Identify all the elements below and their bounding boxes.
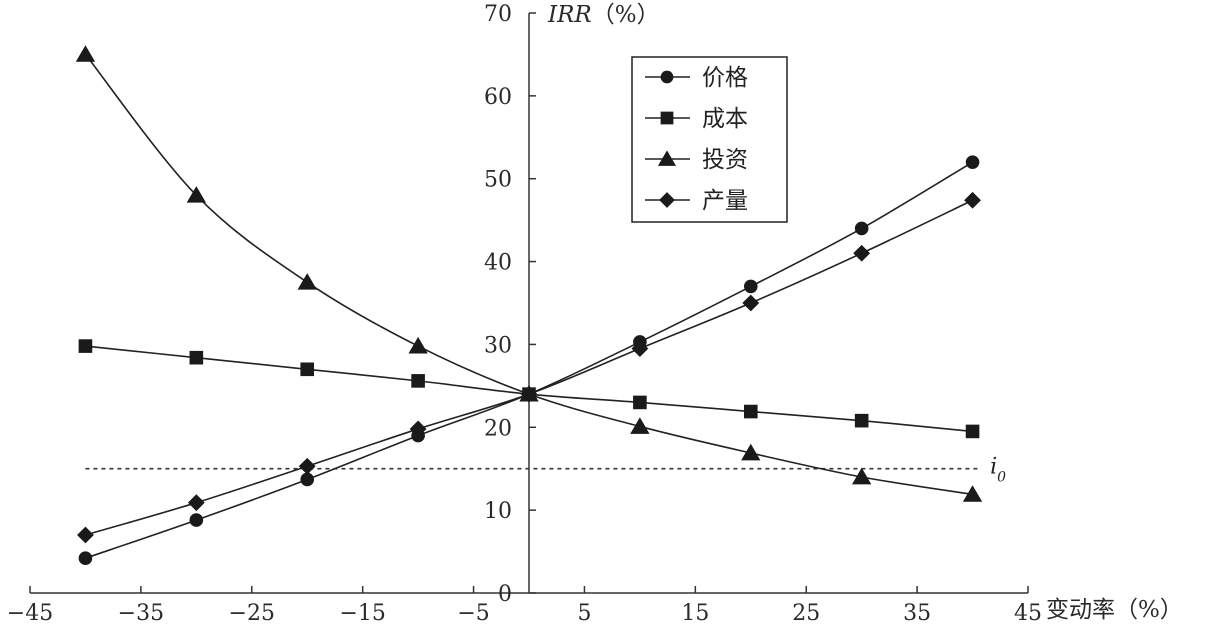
circle-marker [854,221,869,236]
circle-marker [300,472,315,487]
series-line [84,53,973,496]
diamond-marker [520,385,538,403]
y-tick-label: 30 [484,333,512,358]
y-tick-label: 10 [484,499,512,524]
triangle-marker [630,417,650,434]
legend-item: 成本 [645,106,748,132]
circle-marker [189,513,204,527]
circle-marker [78,551,93,565]
triangle-marker [408,336,428,354]
legend-label: 价格 [702,65,748,91]
triangle-marker [962,485,983,502]
y-tick-label: 70 [484,2,512,27]
diamond-marker [659,192,675,208]
y-axis-title: IRR（%） [547,2,660,28]
circle-marker [965,155,980,169]
x-axis-title: 变动率（%） [1046,597,1183,623]
x-tick-label: −35 [118,601,164,626]
square-marker [633,395,647,410]
diamond-marker [77,526,94,544]
y-tick-label: 20 [484,416,512,441]
square-marker [660,111,674,125]
x-tick-label: −25 [229,601,275,626]
reference-line-label: i0 [990,455,1006,486]
square-marker [743,404,758,419]
series-diamond [77,191,981,544]
diamond-marker [964,191,981,209]
diamond-marker [187,494,205,512]
circle-marker [660,70,674,84]
axes: −45 −35 −25 −15 −5 5 15 25 35 45 0 10 20 30 40 50 60 70 [7,2,1042,626]
y-tick-label: 50 [484,168,512,193]
reference-line-subscript: 0 [997,470,1006,486]
legend-item: 投资 [645,147,748,173]
x-tick-label: 15 [681,601,709,626]
circle-marker [743,279,758,294]
triangle-marker [297,273,317,290]
x-tick-label: 25 [792,601,820,626]
legend-box [631,56,788,223]
diamond-marker [742,294,760,312]
square-marker [78,339,93,353]
legend-label: 成本 [702,106,748,132]
square-marker [965,424,980,439]
triangle-marker [852,467,872,485]
x-tick-label: −5 [457,601,489,626]
square-marker [300,362,315,377]
triangle-marker [657,150,677,166]
legend-label: 投资 [702,147,748,173]
x-tick-label: 35 [903,601,931,626]
diamond-marker [409,420,427,438]
x-tick-label: 45 [1014,601,1042,626]
legend-item: 价格 [645,65,748,91]
legend-item: 产量 [645,188,748,214]
x-tick-label: −15 [339,601,385,626]
triangle-marker [186,186,206,203]
diamond-marker [631,340,649,357]
y-tick-label: 40 [484,251,512,276]
diamond-marker [853,244,871,262]
y-tick-label: 60 [484,85,512,110]
y-axis-title-italic: IRR [547,2,592,28]
diamond-marker [298,457,316,475]
series-group [75,45,983,565]
square-marker [411,374,425,388]
legend-label: 产量 [702,188,748,214]
square-marker [854,413,869,428]
triangle-marker [741,443,761,461]
x-tick-label: 5 [577,601,591,626]
y-tick-label: 0 [498,582,512,607]
square-marker [189,350,204,365]
y-axis-title-unit: （%） [592,2,660,28]
x-tick-label: −45 [7,601,53,626]
triangle-marker [75,45,96,62]
